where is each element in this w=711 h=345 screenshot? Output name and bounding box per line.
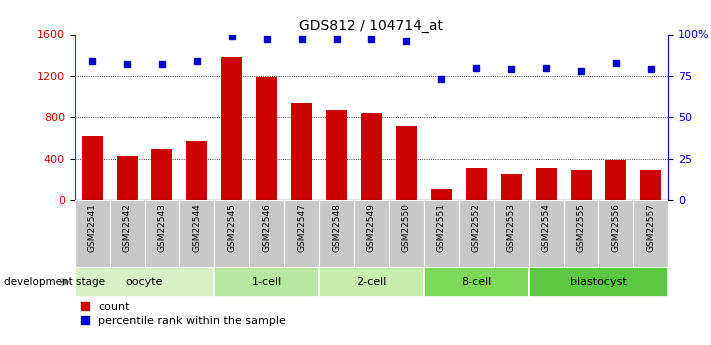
Bar <box>634 200 668 267</box>
Bar <box>570 170 592 200</box>
Bar <box>326 110 347 200</box>
Text: oocyte: oocyte <box>126 277 164 287</box>
Bar <box>361 113 382 200</box>
Bar <box>82 136 102 200</box>
Bar <box>389 200 424 267</box>
Bar <box>466 168 487 200</box>
Text: 2-cell: 2-cell <box>356 277 387 287</box>
Text: GSM22547: GSM22547 <box>297 204 306 252</box>
Bar <box>319 267 424 297</box>
Bar <box>424 200 459 267</box>
Bar <box>641 170 661 200</box>
Text: GSM22548: GSM22548 <box>332 204 341 252</box>
Legend: count, percentile rank within the sample: count, percentile rank within the sample <box>80 302 286 326</box>
Bar <box>354 200 389 267</box>
Bar <box>459 200 493 267</box>
Text: GSM22541: GSM22541 <box>87 204 97 252</box>
Bar <box>75 200 109 267</box>
Text: 8-cell: 8-cell <box>461 277 491 287</box>
Text: GSM22550: GSM22550 <box>402 204 411 253</box>
Text: GSM22557: GSM22557 <box>646 204 656 253</box>
Bar <box>214 200 250 267</box>
Text: GSM22546: GSM22546 <box>262 204 271 252</box>
Bar <box>144 200 179 267</box>
Text: GSM22551: GSM22551 <box>437 204 446 253</box>
Bar <box>535 168 557 200</box>
Text: GSM22543: GSM22543 <box>157 204 166 252</box>
Text: GSM22542: GSM22542 <box>122 204 132 252</box>
Bar <box>501 174 522 200</box>
Text: GSM22553: GSM22553 <box>507 204 515 253</box>
Text: GSM22552: GSM22552 <box>472 204 481 252</box>
Text: blastocyst: blastocyst <box>570 277 627 287</box>
Bar <box>256 77 277 200</box>
Bar <box>292 103 312 200</box>
Text: GSM22544: GSM22544 <box>193 204 201 252</box>
Bar <box>250 200 284 267</box>
Text: GSM22555: GSM22555 <box>577 204 586 253</box>
Bar <box>117 156 137 200</box>
Text: 1-cell: 1-cell <box>252 277 282 287</box>
Bar <box>151 149 173 200</box>
Text: GSM22554: GSM22554 <box>542 204 550 252</box>
Text: GSM22556: GSM22556 <box>611 204 621 253</box>
Bar <box>221 57 242 200</box>
Bar <box>214 267 319 297</box>
Bar <box>179 200 214 267</box>
Bar <box>564 200 599 267</box>
Bar <box>431 189 451 200</box>
Bar <box>529 200 564 267</box>
Title: GDS812 / 104714_at: GDS812 / 104714_at <box>299 19 444 33</box>
Bar <box>109 200 144 267</box>
Bar <box>319 200 354 267</box>
Bar <box>186 141 208 200</box>
Bar <box>606 160 626 200</box>
Bar <box>284 200 319 267</box>
Bar <box>493 200 529 267</box>
Bar <box>424 267 529 297</box>
Text: GSM22545: GSM22545 <box>228 204 236 252</box>
Bar <box>599 200 634 267</box>
Text: development stage: development stage <box>4 277 105 287</box>
Text: GSM22549: GSM22549 <box>367 204 376 252</box>
Bar <box>75 267 214 297</box>
Bar <box>396 126 417 200</box>
Bar <box>529 267 668 297</box>
